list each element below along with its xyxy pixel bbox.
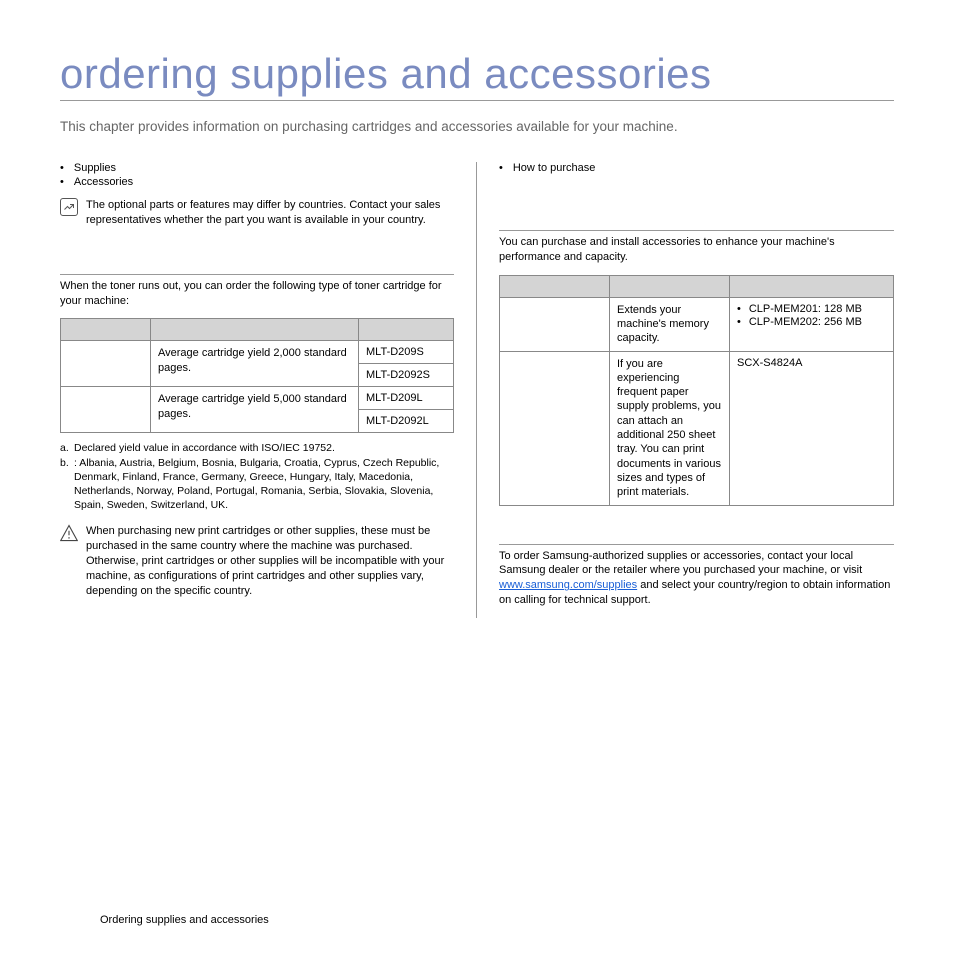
supplies-link[interactable]: www.samsung.com/supplies [499, 579, 637, 591]
toc-item[interactable]: Accessories [60, 176, 454, 188]
warning-icon [60, 524, 78, 542]
table-row: Average cartridge yield 5,000 standard p… [61, 387, 454, 410]
accessories-table: Extends your machine's memory capacity. … [499, 275, 894, 506]
supplies-table: Average cartridge yield 2,000 standard p… [60, 318, 454, 433]
intro-text: This chapter provides information on pur… [60, 119, 894, 134]
left-column: Supplies Accessories The optional parts … [60, 162, 477, 618]
part-number: CLP-MEM202: 256 MB [737, 316, 886, 328]
two-column-layout: Supplies Accessories The optional parts … [60, 162, 894, 618]
toc-item[interactable]: How to purchase [499, 162, 894, 174]
part-number: CLP-MEM201: 128 MB [737, 303, 886, 315]
page-title: ordering supplies and accessories [60, 50, 894, 101]
note-text: The optional parts or features may diffe… [86, 198, 454, 228]
table-row: Extends your machine's memory capacity. … [500, 297, 894, 351]
accessories-intro: You can purchase and install accessories… [499, 230, 894, 265]
page-footer: Ordering supplies and accessories [100, 914, 269, 926]
table-row: If you are experiencing frequent paper s… [500, 351, 894, 505]
purchase-text: To order Samsung-authorized supplies or … [499, 544, 894, 608]
toc-right: How to purchase [499, 162, 894, 174]
footnote-b: : Albania, Austria, Belgium, Bosnia, Bul… [74, 456, 454, 513]
toc-left: Supplies Accessories [60, 162, 454, 188]
supplies-intro: When the toner runs out, you can order t… [60, 274, 454, 309]
warning-text: When purchasing new print cartridges or … [86, 524, 454, 598]
warning-note: When purchasing new print cartridges or … [60, 524, 454, 598]
toc-item[interactable]: Supplies [60, 162, 454, 174]
footnote-a: Declared yield value in accordance with … [74, 441, 335, 455]
note-icon [60, 198, 78, 216]
table-row: Average cartridge yield 2,000 standard p… [61, 341, 454, 364]
footnotes: a.Declared yield value in accordance wit… [60, 441, 454, 512]
info-note: The optional parts or features may diffe… [60, 198, 454, 228]
right-column: How to purchase You can purchase and ins… [477, 162, 894, 618]
